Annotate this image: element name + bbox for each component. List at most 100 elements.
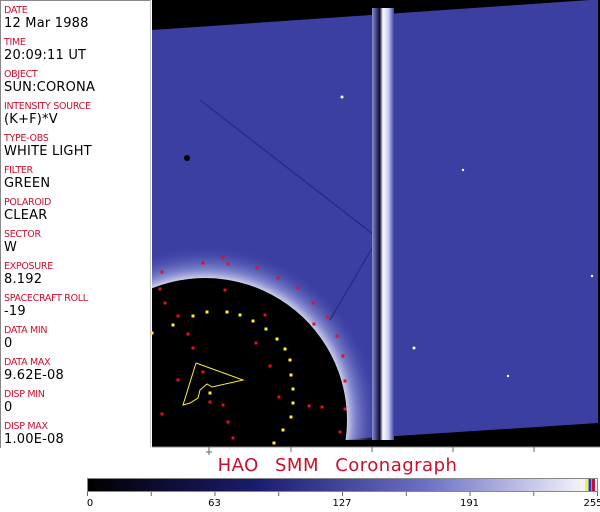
- field-data-min: DATA MIN 0: [4, 325, 48, 351]
- marker-red: [263, 313, 267, 317]
- axis-ticks: [206, 447, 535, 455]
- field-value: 9.62E-08: [4, 368, 64, 383]
- field-time: TIME 20:09:11 UT: [4, 37, 86, 63]
- field-label: INTENSITY SOURCE: [4, 101, 91, 112]
- field-value: -19: [4, 304, 26, 319]
- field-intensity-source: INTENSITY SOURCE (K+F)*V: [4, 101, 91, 127]
- marker-red: [320, 405, 324, 409]
- marker-red: [176, 314, 180, 318]
- field-value: 12 Mar 1988: [4, 16, 89, 31]
- marker-yellow: [205, 310, 209, 314]
- field-label: SPACECRAFT ROLL: [4, 293, 88, 304]
- colorbar-tick-label: 127: [332, 498, 352, 509]
- marker-red: [341, 354, 345, 358]
- field-label: TIME: [4, 37, 26, 48]
- marker-red: [186, 332, 190, 336]
- occulter-pylon-streak: [372, 8, 394, 440]
- field-value: GREEN: [4, 176, 51, 191]
- marker-yellow: [238, 313, 242, 317]
- field-label: DATA MIN: [4, 325, 48, 336]
- field-exposure: EXPOSURE 8.192: [4, 261, 53, 287]
- colorbar-tick-label: 0: [86, 498, 94, 509]
- field-label: DATA MAX: [4, 357, 51, 368]
- colorbar-ticks: [87, 492, 598, 496]
- marker-red: [311, 301, 315, 305]
- marker-red: [158, 287, 162, 291]
- overlay-markers: [150, 255, 347, 445]
- marker-red: [335, 334, 339, 338]
- field-polaroid: POLAROID CLEAR: [4, 197, 51, 223]
- marker-red: [312, 322, 316, 326]
- marker-red: [338, 430, 342, 434]
- marker-red: [226, 262, 230, 266]
- field-label: DATE: [4, 5, 28, 16]
- field-object: OBJECT SUN:CORONA: [4, 69, 95, 95]
- marker-yellow: [264, 327, 268, 331]
- marker-yellow: [281, 428, 285, 432]
- header-info-panel: DATE 12 Mar 1988 TIME 20:09:11 UT OBJECT SUN:…: [0, 0, 150, 448]
- field-value: CLEAR: [4, 208, 48, 223]
- marker-red: [191, 346, 195, 350]
- marker-yellow: [291, 387, 295, 391]
- marker-red: [296, 286, 300, 290]
- occulting-disk: [152, 278, 347, 447]
- instrument-title: HAO SMM Coronagraph: [217, 455, 458, 476]
- overlay-outline: [182, 362, 245, 406]
- marker-red: [276, 276, 280, 280]
- field-disp-min: DISP MIN 0: [4, 389, 45, 415]
- marker-red: [163, 301, 167, 305]
- field-filter: FILTER GREEN: [4, 165, 50, 191]
- marker-red: [160, 270, 164, 274]
- marker-yellow: [283, 347, 287, 351]
- marker-red: [343, 379, 347, 383]
- colorbar-end-marker: [588, 479, 592, 491]
- bright-speck: [340, 95, 344, 99]
- marker-red: [160, 412, 164, 416]
- field-label: DISP MAX: [4, 421, 48, 432]
- field-value: SUN:CORONA: [4, 80, 96, 95]
- field-value: 1.00E-08: [4, 432, 64, 447]
- marker-red: [343, 407, 347, 411]
- pylon-shadow: [329, 237, 379, 321]
- field-label: SECTOR: [4, 229, 41, 240]
- field-date: DATE 12 Mar 1988: [4, 5, 89, 31]
- field-value: 20:09:11 UT: [4, 48, 87, 63]
- marker-yellow: [272, 441, 276, 445]
- marker-red: [231, 436, 235, 440]
- field-label: FILTER: [4, 165, 33, 176]
- marker-red: [201, 370, 205, 374]
- field-type-obs: TYPE-OBS WHITE LIGHT: [4, 133, 92, 159]
- bright-speck: [590, 274, 594, 278]
- field-value: WHITE LIGHT: [4, 144, 92, 159]
- field-spacecraft-roll: SPACECRAFT ROLL -19: [4, 293, 88, 319]
- field-value: 0: [4, 400, 13, 415]
- field-value: W: [4, 240, 18, 255]
- marker-yellow: [150, 331, 154, 335]
- marker-yellow: [225, 310, 229, 314]
- field-disp-max: DISP MAX 1.00E-08: [4, 421, 64, 447]
- colorbar: [87, 478, 598, 496]
- marker-yellow: [289, 373, 293, 377]
- field-value: 8.192: [4, 272, 43, 287]
- pylon-shadow: [199, 99, 379, 239]
- field-data-max: DATA MAX 9.62E-08: [4, 357, 64, 383]
- marker-red: [176, 378, 180, 382]
- bright-speck: [461, 168, 465, 172]
- colorbar-tick-label: 191: [459, 498, 480, 509]
- field-label: POLAROID: [4, 197, 52, 208]
- colorbar-end-marker: [585, 479, 588, 491]
- marker-red: [254, 341, 258, 345]
- field-label: TYPE-OBS: [4, 133, 49, 144]
- field-value: 0: [4, 336, 13, 351]
- marker-yellow: [251, 319, 255, 323]
- coronagraph-image: [150, 0, 600, 455]
- colorbar-tick-label: 255: [583, 498, 600, 509]
- marker-yellow: [291, 401, 295, 405]
- marker-yellow: [288, 358, 292, 362]
- field-label: EXPOSURE: [4, 261, 53, 272]
- marker-red: [226, 420, 230, 424]
- colorbar-tick-label: 63: [208, 498, 221, 509]
- marker-red: [307, 404, 311, 408]
- marker-yellow: [275, 337, 279, 341]
- marker-red: [223, 288, 227, 292]
